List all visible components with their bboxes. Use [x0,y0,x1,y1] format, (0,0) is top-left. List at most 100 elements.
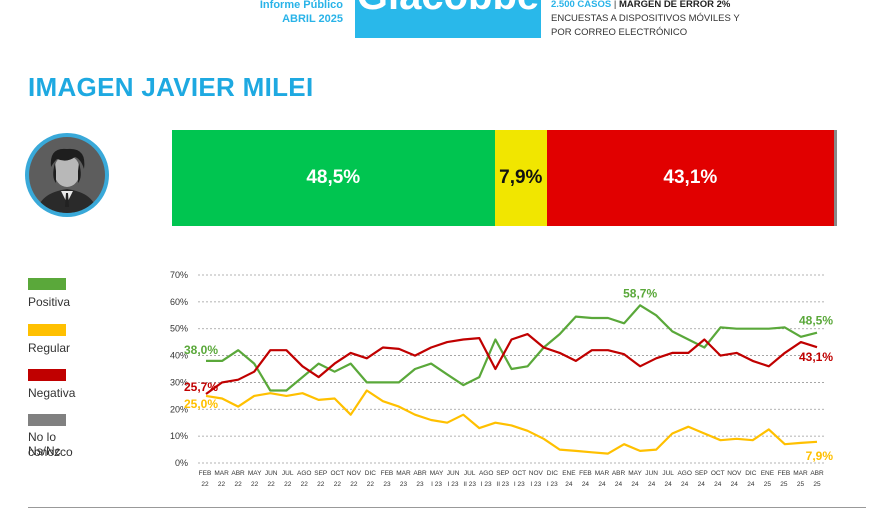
x-tick-label: AGO [297,470,311,477]
x-tick-label-year: II 23 [463,481,476,488]
survey-method-line1: ENCUESTAS A DISPOSITIVOS MÓVILES Y [551,13,740,24]
x-tick-label-year: 24 [681,481,689,488]
x-tick-label-year: 24 [565,481,573,488]
y-tick-label: 70% [170,270,188,280]
x-tick-label: NOV [347,470,362,477]
error-margin: MARGEN DE ERROR 2% [618,0,731,10]
x-tick-label-year: 25 [813,481,821,488]
legend-swatch-regular [28,324,66,336]
x-tick-label-year: 22 [251,481,259,488]
x-tick-label-year: 22 [234,481,242,488]
x-tick-label: FEB [381,470,394,477]
series-line-negativa [205,333,818,395]
x-tick-label-year: 22 [268,481,276,488]
survey-info: 2.500 CASOS | MARGEN DE ERROR 2% ENCUEST… [551,0,740,38]
y-tick-label: 10% [170,431,188,441]
x-tick-label-year: I 23 [431,481,442,488]
x-tick-label-year: 24 [615,481,623,488]
x-tick-label-year: 23 [400,481,408,488]
data-label: 48,5% [799,314,833,328]
report-info: Informe Público ABRIL 2025 [260,0,343,26]
y-tick-label: 60% [170,297,188,307]
x-tick-label-year: 24 [698,481,706,488]
x-tick-label: OCT [512,470,526,477]
x-tick-label: ENE [761,470,775,477]
data-label: 7,9% [806,449,834,463]
x-tick-label: JUN [447,470,460,477]
x-tick-label-year: 24 [731,481,739,488]
x-tick-label: ABR [810,470,824,477]
cases-count: 2.500 CASOS [551,0,612,10]
x-tick-label: FEB [199,470,212,477]
x-tick-label: MAR [396,470,411,477]
x-tick-label-year: 22 [350,481,358,488]
x-tick-label: FEB [579,470,592,477]
y-tick-label: 40% [170,351,188,361]
x-tick-label: MAR [595,470,610,477]
summary-segment-1: 7,9% [494,130,548,226]
x-tick-label: OCT [330,470,344,477]
x-tick-label-year: 23 [416,481,424,488]
x-tick-label-year: 22 [284,481,292,488]
x-tick-label-year: 25 [780,481,788,488]
x-tick-label: SEP [695,470,708,477]
x-tick-label-year: 22 [334,481,342,488]
x-tick-label-year: I 23 [448,481,459,488]
data-label: 25,7% [184,380,218,394]
data-label: 38,0% [184,343,218,357]
x-tick-label-year: 25 [797,481,805,488]
x-tick-label: MAY [628,470,642,477]
data-label: 43,1% [799,350,833,364]
summary-segment-0: 48,5% [172,130,495,226]
x-tick-label: JUL [464,470,476,477]
x-tick-label: MAR [793,470,808,477]
legend-label-positiva: Positiva [28,295,71,309]
x-tick-label: NOV [727,470,742,477]
x-tick-label: SEP [314,470,327,477]
x-tick-label: MAY [430,470,444,477]
brand-name: Giacobbe [355,0,541,19]
x-tick-label-year: 24 [714,481,722,488]
x-tick-label-year: 24 [747,481,755,488]
x-tick-label-year: 24 [648,481,656,488]
y-tick-label: 50% [170,324,188,334]
legend-label-nsnc: No lo conozco [28,430,73,459]
x-tick-label: ENE [562,470,576,477]
data-label: 25,0% [184,397,218,411]
x-tick-label-year: I 23 [481,481,492,488]
legend-swatch-negativa [28,369,66,381]
x-tick-label: DIC [547,470,559,477]
x-tick-label: MAR [214,470,229,477]
data-label: 58,7% [623,286,657,300]
legend-swatch-positiva [28,278,66,290]
x-tick-label-year: 23 [383,481,391,488]
x-tick-label: ABR [231,470,245,477]
legend-label-nsnc-2: Ns/Nc [28,444,61,458]
x-tick-label: FEB [778,470,791,477]
brand-logo: Giacobbe [355,0,541,38]
x-tick-label: DIC [365,470,377,477]
x-tick-label-year: I 23 [530,481,541,488]
x-tick-label-year: 22 [301,481,309,488]
x-tick-label: SEP [496,470,509,477]
x-tick-label-year: I 23 [514,481,525,488]
legend-label-negativa: Negativa [28,386,76,400]
avatar [25,133,109,217]
x-tick-label-year: 24 [665,481,673,488]
x-tick-label: JUL [662,470,674,477]
summary-segment-2: 43,1% [547,130,834,226]
x-tick-label: ABR [612,470,626,477]
series-line-regular [205,389,818,455]
legend-label-regular: Regular [28,341,71,355]
x-tick-label: NOV [529,470,544,477]
survey-method-line2: POR CORREO ELECTRÓNICO [551,27,688,38]
x-tick-label: JUN [645,470,658,477]
x-tick-label-year: 24 [582,481,590,488]
x-tick-label-year: I 23 [547,481,558,488]
y-tick-label: 20% [170,404,188,414]
x-tick-label-year: 22 [218,481,226,488]
x-tick-label: AGO [479,470,493,477]
x-tick-label: ABR [413,470,427,477]
y-tick-label: 30% [170,377,188,387]
